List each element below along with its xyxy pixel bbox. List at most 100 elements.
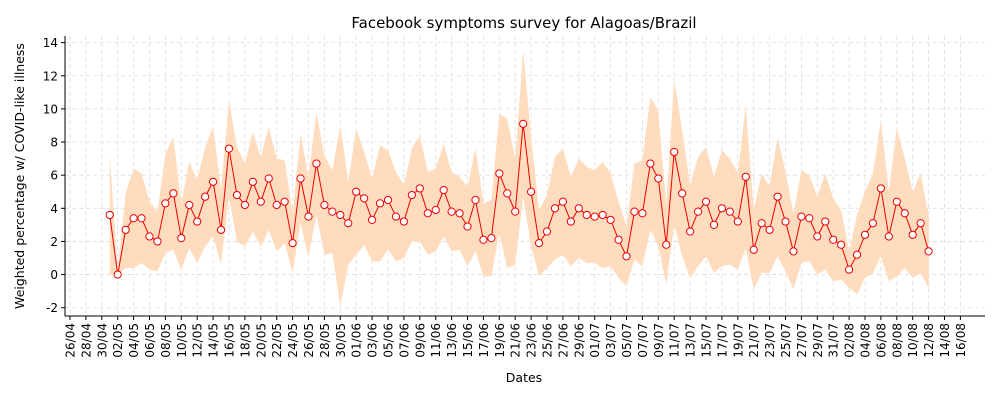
data-point (391, 212, 401, 221)
chart-title: Facebook symptoms survey for Alagoas/Bra… (351, 14, 696, 32)
data-point (884, 232, 893, 241)
data-point (622, 252, 631, 261)
data-point (495, 169, 504, 178)
data-point (860, 230, 870, 239)
data-point (550, 204, 560, 213)
data-point (542, 227, 552, 236)
y-tick-label: 10 (43, 102, 58, 116)
y-tick-label: 2 (50, 235, 58, 249)
data-point (733, 217, 742, 226)
x-tick-label: 23/07 (763, 323, 777, 358)
x-tick-label: 20/05 (254, 323, 268, 358)
x-axis-label: Dates (506, 370, 542, 385)
data-point (169, 189, 178, 198)
data-point (654, 174, 663, 183)
data-point (789, 247, 798, 256)
data-point (161, 199, 170, 208)
data-point (519, 119, 528, 128)
y-tick-label: -2 (46, 301, 58, 315)
data-point (598, 210, 607, 220)
x-tick-label: 16/05 (223, 323, 237, 358)
x-tick-label: 04/05 (127, 323, 141, 358)
data-point (407, 190, 416, 200)
y-tick-label: 0 (50, 268, 58, 282)
x-tick-label: 24/05 (286, 323, 300, 358)
data-point (209, 177, 218, 186)
x-tick-label: 25/06 (541, 323, 555, 358)
x-tick-label: 11/06 (429, 323, 443, 358)
x-tick-label: 02/05 (111, 323, 125, 358)
data-point (773, 192, 782, 201)
data-point (240, 200, 249, 210)
data-point (527, 187, 536, 196)
data-point (455, 209, 464, 218)
data-point (232, 190, 242, 200)
data-point (829, 235, 838, 244)
data-point (749, 245, 758, 254)
data-point (415, 184, 424, 193)
data-point (638, 209, 647, 218)
data-point (765, 225, 774, 234)
x-tick-label: 01/06 (350, 323, 364, 358)
x-tick-label: 17/06 (477, 323, 491, 358)
x-tick-label: 18/05 (238, 323, 252, 358)
x-tick-label: 19/06 (493, 323, 507, 358)
data-point (145, 232, 154, 241)
x-tick-label: 05/06 (382, 323, 396, 358)
data-point (177, 234, 186, 243)
data-point (805, 214, 814, 223)
x-tick-label: 26/05 (302, 323, 316, 358)
data-point (606, 215, 615, 225)
x-tick-label: 15/06 (461, 323, 475, 358)
y-tick-label: 6 (50, 169, 58, 183)
data-point (185, 200, 194, 210)
data-point (916, 219, 925, 228)
data-point (447, 207, 456, 216)
data-point (113, 270, 122, 279)
data-point (534, 239, 544, 248)
data-point (701, 197, 711, 206)
x-tick-label: 05/07 (620, 323, 634, 358)
x-tick-label: 14/08 (938, 323, 952, 358)
x-tick-label: 31/07 (827, 323, 841, 358)
y-axis-label: Weighted percentage w/ COVID-like illnes… (12, 43, 27, 309)
x-tick-label: 12/08 (922, 323, 936, 358)
y-tick-label: 14 (43, 36, 58, 50)
x-tick-label: 28/04 (79, 323, 93, 358)
data-point (511, 207, 520, 216)
data-point (717, 204, 727, 213)
data-point (280, 197, 289, 206)
x-tick-label: 03/07 (604, 323, 618, 358)
x-tick-label: 02/08 (843, 323, 857, 358)
data-point (757, 219, 766, 228)
data-point (566, 217, 575, 226)
data-point (900, 209, 909, 218)
x-tick-label: 15/07 (700, 323, 714, 358)
x-tick-label: 25/07 (779, 323, 793, 358)
x-tick-label: 14/05 (207, 323, 221, 358)
x-tick-label: 09/06 (413, 323, 427, 358)
axes (64, 36, 985, 317)
x-tick-label: 17/07 (715, 323, 729, 358)
data-point (852, 250, 862, 259)
data-point (487, 234, 496, 243)
data-point (320, 200, 329, 210)
data-point (837, 240, 846, 249)
x-tick-label: 19/07 (731, 323, 745, 358)
x-tick-label: 21/06 (509, 323, 523, 358)
data-point (153, 237, 162, 246)
data-point (868, 219, 878, 228)
data-point (590, 212, 599, 221)
data-point (892, 197, 901, 206)
data-point (129, 214, 138, 223)
data-point (725, 207, 734, 216)
data-point (375, 199, 385, 208)
data-point (574, 204, 583, 213)
data-point (336, 210, 345, 220)
data-point (471, 195, 480, 205)
data-point (201, 192, 210, 201)
x-tick-label: 06/08 (874, 323, 888, 358)
x-tick-label: 01/07 (588, 323, 602, 358)
data-point (876, 184, 886, 193)
data-point (463, 222, 472, 231)
